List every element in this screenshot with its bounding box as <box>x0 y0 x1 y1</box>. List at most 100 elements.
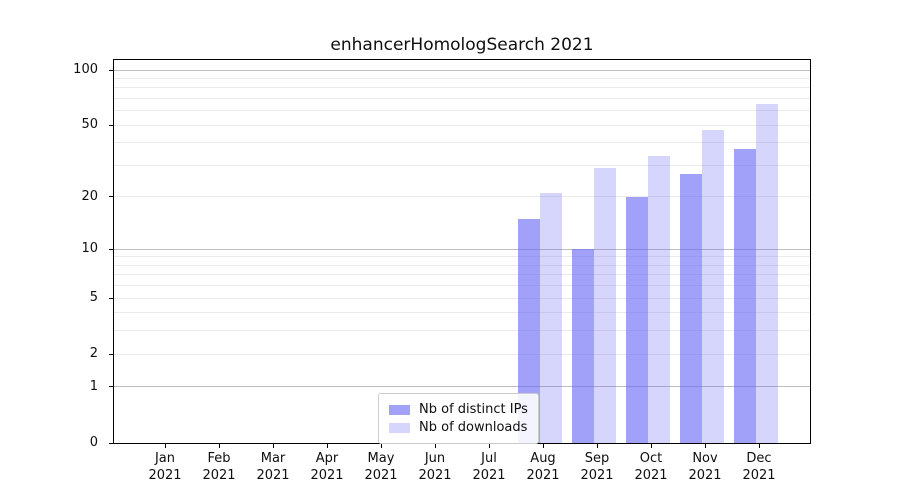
gridline-minor <box>114 110 810 112</box>
gridline-minor <box>114 164 810 166</box>
x-tick <box>488 444 490 448</box>
bar-downloads <box>702 130 724 443</box>
bar-distinct-ips <box>626 196 648 443</box>
x-tick-month: Jun <box>424 451 446 466</box>
legend-item-downloads: Nb of downloads <box>389 420 528 435</box>
gridline-minor <box>114 77 810 79</box>
x-tick-year: 2021 <box>580 467 614 483</box>
x-tick <box>218 444 220 448</box>
bar-distinct-ips <box>680 173 702 443</box>
legend-label-distinct-ips: Nb of distinct IPs <box>419 402 528 417</box>
plot-area: Jan 2021 Feb 2021 Mar 2021 Apr 2021 May 2021 Jun 20… <box>73 59 811 483</box>
x-tick-year: 2021 <box>364 467 398 483</box>
gridline-minor <box>114 297 810 299</box>
x-tick-year: 2021 <box>472 467 506 483</box>
y-tick <box>109 196 113 198</box>
x-tick-label: Dec 2021 <box>729 451 789 485</box>
x-tick <box>164 444 166 448</box>
x-tick <box>434 444 436 448</box>
x-tick-label: Jul 2021 <box>459 451 519 485</box>
x-tick <box>326 444 328 448</box>
x-tick-month: May <box>367 451 395 466</box>
bar-distinct-ips <box>572 249 594 443</box>
bar-distinct-ips <box>734 149 756 443</box>
gridline-minor <box>114 196 810 198</box>
y-tick <box>109 353 113 355</box>
gridline-minor <box>114 353 810 355</box>
x-tick <box>704 444 706 448</box>
gridline-major <box>114 386 810 388</box>
y-tick-label: 1 <box>89 378 98 394</box>
x-tick-year: 2021 <box>310 467 344 483</box>
x-tick-year: 2021 <box>634 467 668 483</box>
y-tick-label: 100 <box>73 62 98 77</box>
gridline-minor <box>114 274 810 276</box>
legend-label-downloads: Nb of downloads <box>419 420 528 435</box>
x-tick-label: Jun 2021 <box>405 451 465 485</box>
x-tick-month: Sep <box>584 451 610 466</box>
x-tick-year: 2021 <box>688 467 722 483</box>
y-tick-label: 20 <box>81 188 98 204</box>
y-tick-label: 5 <box>89 290 98 306</box>
x-tick-month: Aug <box>530 451 556 466</box>
bar-downloads <box>594 168 616 443</box>
x-tick-year: 2021 <box>418 467 452 483</box>
y-tick-label: 0 <box>89 435 98 450</box>
x-tick-label: Jan 2021 <box>135 451 195 485</box>
gridline-minor <box>114 264 810 266</box>
x-tick-label: Feb 2021 <box>189 451 249 485</box>
x-tick-month: Jan <box>154 451 176 466</box>
gridline-minor <box>114 142 810 144</box>
x-tick <box>650 444 652 448</box>
x-tick-month: Mar <box>260 451 286 466</box>
y-tick <box>109 69 113 71</box>
gridline-minor <box>114 256 810 258</box>
x-tick-label: Oct 2021 <box>621 451 681 485</box>
gridline-minor <box>114 312 810 314</box>
y-tick-label: 50 <box>81 117 98 133</box>
x-tick-year: 2021 <box>256 467 290 483</box>
gridline-major <box>114 69 810 71</box>
x-tick-label: Nov 2021 <box>675 451 735 485</box>
x-tick-month: Jul <box>481 451 497 466</box>
gridline-minor <box>114 330 810 332</box>
x-tick-label: Mar 2021 <box>243 451 303 485</box>
bar-downloads <box>540 193 562 443</box>
x-tick <box>758 444 760 448</box>
bar-downloads <box>648 155 670 443</box>
gridline-minor <box>114 285 810 287</box>
gridline-major <box>114 248 810 250</box>
x-tick-month: Feb <box>207 451 231 466</box>
bar-distinct-ips <box>518 218 540 443</box>
x-tick-month: Nov <box>692 451 718 466</box>
y-tick <box>109 297 113 299</box>
gridline-minor <box>114 87 810 89</box>
x-tick-label: Aug 2021 <box>513 451 573 485</box>
x-tick-year: 2021 <box>526 467 560 483</box>
legend-item-distinct-ips: Nb of distinct IPs <box>389 402 528 417</box>
gridline-minor <box>114 97 810 99</box>
y-tick <box>109 248 113 250</box>
y-tick <box>109 386 113 388</box>
x-tick <box>272 444 274 448</box>
x-tick-label: Sep 2021 <box>567 451 627 485</box>
legend: Nb of distinct IPs Nb of downloads <box>378 393 539 444</box>
x-tick-label: May 2021 <box>351 451 411 485</box>
legend-swatch-downloads <box>389 422 410 433</box>
x-tick-year: 2021 <box>202 467 236 483</box>
x-tick <box>380 444 382 448</box>
x-tick-label: Apr 2021 <box>297 451 357 485</box>
bar-downloads <box>756 104 778 443</box>
y-tick <box>109 124 113 126</box>
y-tick-label: 10 <box>81 241 98 257</box>
legend-swatch-distinct-ips <box>389 404 410 415</box>
y-tick <box>109 442 113 444</box>
x-tick-year: 2021 <box>742 467 776 483</box>
x-tick <box>542 444 544 448</box>
gridline-minor <box>114 124 810 126</box>
chart-title: enhancerHomologSearch 2021 <box>330 35 594 55</box>
x-tick-month: Apr <box>315 451 339 466</box>
x-tick-month: Dec <box>746 451 772 466</box>
y-tick-label: 2 <box>89 346 98 362</box>
